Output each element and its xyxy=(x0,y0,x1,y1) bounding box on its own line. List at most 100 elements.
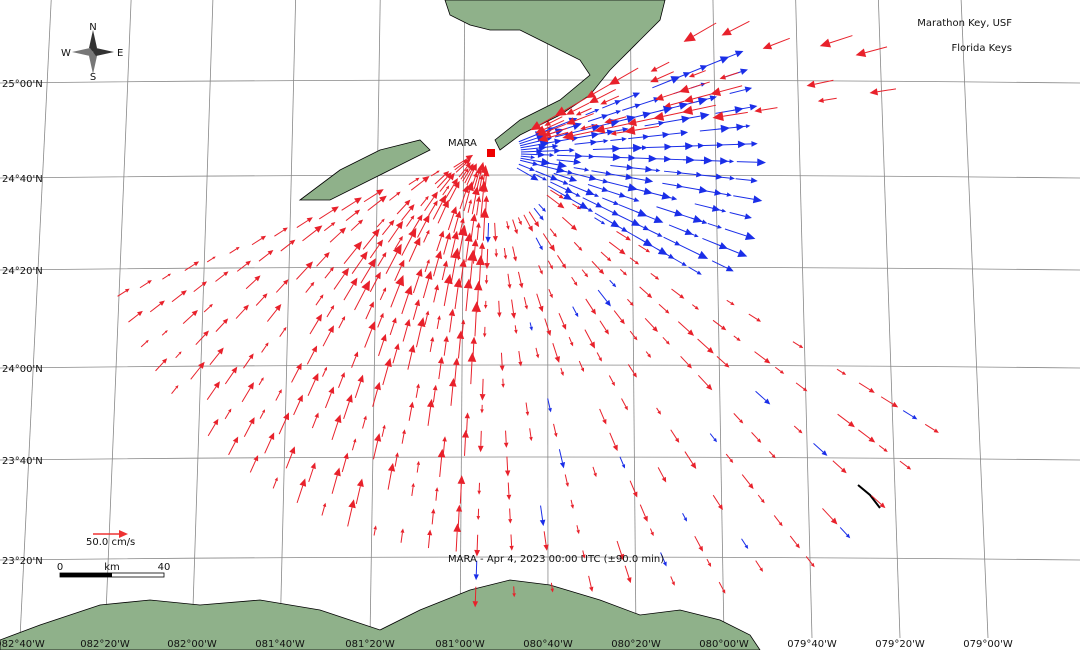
vector-head xyxy=(627,118,637,127)
footer: MARA - Apr 4, 2023 00:00 UTC (±90.0 min) xyxy=(448,554,664,565)
vector-shaft xyxy=(697,188,715,193)
vector-shaft xyxy=(573,134,592,139)
vector-head xyxy=(569,341,574,347)
vector-head xyxy=(438,194,447,204)
vector-shaft xyxy=(679,244,700,256)
vector-head xyxy=(624,125,636,135)
vector-shaft xyxy=(619,456,624,466)
vector-shaft xyxy=(729,89,746,94)
vector-head xyxy=(289,239,296,246)
vector-head xyxy=(530,121,542,131)
vector-shaft xyxy=(813,443,824,453)
vector-head xyxy=(455,210,462,219)
vector-head xyxy=(470,213,478,222)
vector-head xyxy=(513,229,518,235)
vector-head xyxy=(161,358,168,364)
vector-head xyxy=(465,162,471,169)
vector-shaft xyxy=(408,244,418,262)
vector-head xyxy=(594,193,600,197)
vector-head xyxy=(714,189,722,196)
compass-needle xyxy=(72,48,93,56)
vector-shaft xyxy=(864,46,888,54)
vector-shaft xyxy=(699,174,717,178)
vector-head xyxy=(694,305,699,310)
vector-shaft xyxy=(275,392,281,401)
vector-shaft xyxy=(558,312,565,326)
vector-shaft xyxy=(718,53,737,62)
vector-shaft xyxy=(411,219,420,233)
vector-shaft xyxy=(617,67,639,81)
vector-head xyxy=(674,240,681,246)
vector-head xyxy=(372,228,380,237)
vector-shaft xyxy=(647,228,659,235)
vector-head xyxy=(633,336,638,341)
vector-shaft xyxy=(581,269,587,275)
vector-shaft xyxy=(582,550,585,555)
vector-head xyxy=(334,414,342,424)
vector-head xyxy=(764,357,771,364)
vector-head xyxy=(453,277,463,288)
vector-head xyxy=(297,394,303,402)
vector-shaft xyxy=(680,355,689,366)
vector-head xyxy=(754,107,762,114)
vector-head xyxy=(549,293,553,299)
vector-shaft xyxy=(712,319,723,328)
vector-head xyxy=(379,312,384,318)
vector-shaft xyxy=(224,411,230,420)
lat-label: 23°20'N xyxy=(2,556,43,567)
lon-label: 081°40'W xyxy=(255,639,305,650)
vector-head xyxy=(589,341,596,349)
vector-shaft xyxy=(650,272,657,278)
vector-shaft xyxy=(668,74,685,82)
lon-line xyxy=(369,0,381,639)
vector-head xyxy=(750,177,758,184)
vector-shaft xyxy=(568,336,572,343)
vector-shaft xyxy=(557,255,564,265)
vector-shaft xyxy=(503,247,506,256)
vector-shaft xyxy=(412,275,420,294)
vector-shaft xyxy=(677,321,690,332)
vector-head xyxy=(565,482,569,487)
vector-shaft xyxy=(726,299,732,304)
vector-shaft xyxy=(481,172,486,193)
vector-shaft xyxy=(614,213,634,223)
vector-shaft xyxy=(658,303,667,312)
vector-head xyxy=(404,318,411,327)
vector-head xyxy=(394,343,400,350)
vector-head xyxy=(806,80,816,88)
vector-shaft xyxy=(128,313,139,323)
vector-head xyxy=(431,191,438,200)
vector-head xyxy=(622,127,629,133)
vector-shaft xyxy=(700,159,721,162)
vector-shaft xyxy=(343,247,358,265)
vector-head xyxy=(644,176,654,184)
vector-shaft xyxy=(243,357,252,369)
vector-head xyxy=(779,370,785,374)
vector-head xyxy=(443,171,450,177)
lat-label: 23°40'N xyxy=(2,456,43,467)
vector-shaft xyxy=(465,288,469,312)
vector-shaft xyxy=(431,513,434,525)
vector-shaft xyxy=(362,419,366,429)
vector-head xyxy=(554,138,562,145)
vector-head xyxy=(201,281,207,287)
vector-shaft xyxy=(291,368,300,383)
vector-shaft xyxy=(560,367,563,373)
vector-shaft xyxy=(455,162,467,173)
vector-shaft xyxy=(596,88,616,100)
vector-head xyxy=(676,170,683,176)
vector-head xyxy=(343,452,349,460)
vector-head xyxy=(175,385,179,389)
vector-shaft xyxy=(439,178,451,192)
vector-head xyxy=(613,200,620,206)
vector-head xyxy=(680,129,689,137)
vector-head xyxy=(328,386,335,395)
vector-shaft xyxy=(902,410,914,418)
vector-head xyxy=(652,326,658,333)
vector-shaft xyxy=(568,184,588,193)
vector-shaft xyxy=(184,263,196,271)
scale-bar-segment xyxy=(60,573,112,577)
vector-head xyxy=(622,271,628,276)
vector-shaft xyxy=(507,273,510,285)
vector-shaft xyxy=(296,219,309,228)
